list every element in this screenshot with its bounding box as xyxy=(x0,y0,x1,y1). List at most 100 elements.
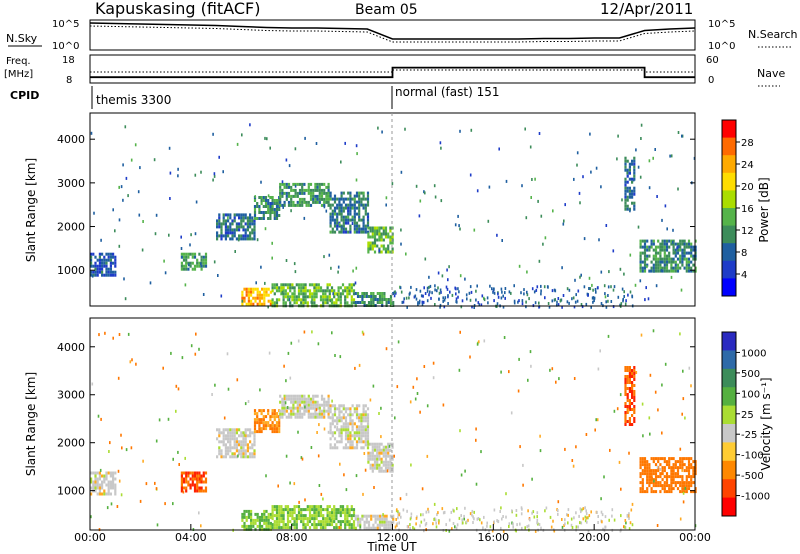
echo-cell xyxy=(380,448,383,452)
echo-cell xyxy=(527,509,529,513)
echo-cell xyxy=(657,475,660,479)
echo-cell xyxy=(329,197,332,201)
echo-cell xyxy=(358,416,361,420)
echo-cell xyxy=(400,515,402,519)
echo-cell xyxy=(376,238,379,242)
echo-cell xyxy=(683,254,686,258)
echo-cell xyxy=(654,266,658,270)
echo-cell xyxy=(440,199,443,203)
beam-title: Beam 05 xyxy=(355,2,418,18)
echo-cell xyxy=(387,247,390,251)
echo-cell xyxy=(304,523,307,527)
echo-cell xyxy=(464,469,466,473)
echo-cell xyxy=(566,300,569,304)
echo-cell xyxy=(333,295,336,299)
echo-cell xyxy=(668,484,671,488)
echo-cell xyxy=(364,230,367,234)
echo-cell xyxy=(580,273,582,277)
echo-cell xyxy=(656,195,658,198)
echo-cell xyxy=(487,301,489,305)
echo-cell xyxy=(414,294,417,298)
echo-cell xyxy=(674,463,677,467)
echo-cell xyxy=(249,123,251,127)
echo-cell xyxy=(349,218,352,222)
echo-cell xyxy=(676,472,680,476)
echo-cell xyxy=(586,520,588,524)
echo-cell xyxy=(252,296,255,300)
echo-cell xyxy=(383,526,386,530)
echo-cell xyxy=(360,425,363,429)
echo-cell xyxy=(628,369,631,372)
echo-cell xyxy=(224,446,227,450)
echo-cell xyxy=(220,440,223,444)
echo-cell xyxy=(352,269,354,273)
echo-cell xyxy=(284,526,287,530)
echo-cell xyxy=(518,299,520,303)
echo-cell xyxy=(278,286,281,290)
echo-cell xyxy=(333,221,337,225)
echo-cell xyxy=(313,298,316,302)
echo-cell xyxy=(327,394,330,398)
echo-cell xyxy=(526,293,529,297)
echo-cell xyxy=(109,267,112,271)
echo-cell xyxy=(312,200,315,204)
echo-cell xyxy=(362,194,365,198)
echo-cell xyxy=(475,482,478,486)
echo-cell xyxy=(410,463,412,467)
echo-cell xyxy=(367,514,371,518)
echo-cell xyxy=(196,471,199,475)
echo-cell xyxy=(278,427,281,431)
echo-cell xyxy=(665,475,669,479)
echo-cell xyxy=(643,266,647,270)
echo-cell xyxy=(602,527,604,531)
echo-cell xyxy=(285,185,288,189)
echo-cell xyxy=(595,166,598,170)
echo-cell xyxy=(322,497,324,501)
echo-cell xyxy=(362,206,365,210)
echo-cell xyxy=(383,517,386,521)
nave-label: Nave xyxy=(757,67,785,80)
echo-cell xyxy=(591,283,593,287)
echo-cell xyxy=(193,474,197,478)
echo-cell xyxy=(518,357,520,361)
echo-cell xyxy=(302,292,305,296)
echo-cell xyxy=(314,188,317,192)
echo-cell xyxy=(273,514,276,518)
echo-cell xyxy=(329,212,332,216)
echo-cell xyxy=(576,299,579,303)
echo-cell xyxy=(672,457,675,461)
echo-cell xyxy=(344,508,347,512)
echo-cell xyxy=(283,191,286,195)
echo-cell xyxy=(505,515,507,519)
echo-cell xyxy=(358,230,361,234)
echo-cell xyxy=(286,523,290,527)
echo-cell xyxy=(582,517,585,521)
echo-cell xyxy=(670,478,673,482)
echo-cell xyxy=(282,292,285,296)
echo-cell xyxy=(594,428,596,432)
echo-cell xyxy=(316,188,319,192)
echo-cell xyxy=(263,302,266,306)
echo-cell xyxy=(626,393,629,396)
echo-cell xyxy=(298,188,302,192)
echo-cell xyxy=(262,421,265,425)
echo-cell xyxy=(188,263,190,267)
echo-cell xyxy=(123,277,125,281)
echo-cell xyxy=(251,452,254,456)
echo-cell xyxy=(314,182,317,186)
echo-cell xyxy=(169,171,172,175)
echo-cell xyxy=(683,266,686,270)
echo-cell xyxy=(281,415,284,419)
echo-cell xyxy=(267,424,270,428)
echo-cell xyxy=(596,511,598,514)
echo-cell xyxy=(224,234,227,238)
echo-cell xyxy=(580,521,583,525)
echo-cell xyxy=(109,258,112,262)
echo-cell xyxy=(275,214,279,217)
echo-cell xyxy=(265,290,268,294)
echo-cell xyxy=(652,490,655,494)
echo-cell xyxy=(220,225,223,229)
echo-cell xyxy=(418,301,421,305)
echo-cell xyxy=(349,224,352,228)
echo-cell xyxy=(370,526,373,530)
